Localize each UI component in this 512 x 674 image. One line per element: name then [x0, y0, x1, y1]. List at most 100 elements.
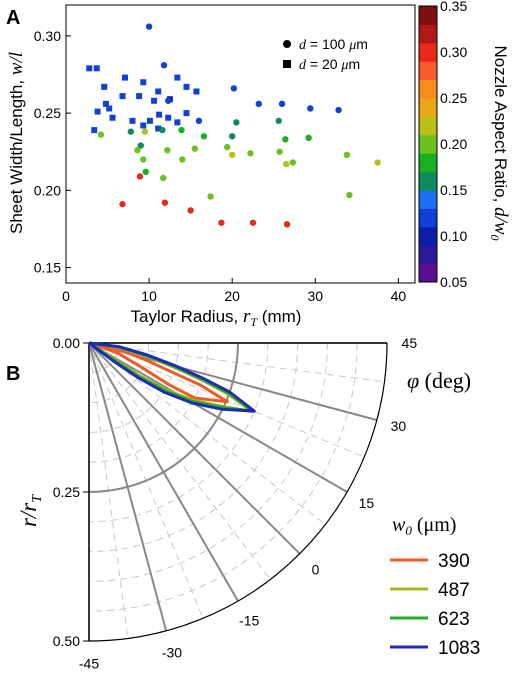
- colorbar-tick-label: 0.20: [440, 136, 467, 152]
- data-point-square: [156, 111, 163, 118]
- data-point-circle: [187, 207, 194, 214]
- panel-a-x-ticks: 0 10 20 30 40: [62, 278, 406, 304]
- y-tick-label: 0.20: [34, 182, 61, 198]
- panel-a-plot: 0.15 0.20 0.25 0.30 0 10 20 30 40: [34, 4, 416, 304]
- x-title-sub: T: [250, 315, 258, 329]
- data-point-circle: [275, 117, 282, 125]
- colorbar-title: Nozzle Aspect Ratio, d/w0: [488, 45, 511, 240]
- data-point-circle: [137, 142, 144, 149]
- panel-a-frame: [65, 4, 416, 284]
- x-tick-label: 20: [224, 288, 240, 304]
- panel-b-r-axis-title: r/rT: [16, 494, 45, 527]
- legend-circle-text: = 100: [306, 36, 349, 52]
- colorbar-segment: [419, 190, 437, 209]
- data-point-square: [119, 93, 126, 100]
- legend-b-label-390: 390: [438, 551, 470, 572]
- legend-entry-square: d = 20 μm: [299, 56, 360, 73]
- data-point-circle: [307, 105, 314, 112]
- polar-major-arc: [88, 342, 239, 493]
- colorbar-segment: [419, 208, 437, 228]
- data-point-circle: [160, 62, 168, 69]
- data-point-square: [102, 100, 109, 107]
- colorbar-segment: [419, 24, 437, 44]
- y-tick-label: 0.30: [34, 28, 61, 44]
- data-point-circle: [228, 133, 236, 140]
- colorbar-tick-label: 0.15: [440, 182, 467, 198]
- colorbar: [418, 5, 438, 283]
- legend-circle-unit-sym: μ: [348, 38, 356, 53]
- colorbar-segment: [419, 98, 437, 117]
- legend-circle-marker: [283, 40, 291, 48]
- polar-minor-arc: [88, 342, 299, 553]
- y-tick-label: 0.15: [34, 260, 61, 276]
- data-point-circle: [134, 146, 141, 154]
- data-point-circle: [224, 143, 231, 151]
- cbar-title-sym: d/w: [490, 207, 511, 235]
- data-point-circle: [191, 145, 198, 152]
- colorbar-segment: [419, 79, 437, 99]
- legend-b-label-487: 487: [438, 580, 470, 601]
- data-point-circle: [305, 134, 312, 142]
- legend-square-sym: d: [299, 58, 307, 73]
- data-point-circle: [145, 23, 153, 30]
- data-point-circle: [164, 146, 171, 154]
- data-point-circle: [276, 148, 283, 155]
- phi-tick-label: 45: [402, 335, 418, 351]
- r-tick-label: 0.00: [53, 335, 80, 351]
- panel-b-phi-ticks: 45 30 15 0 -15 -30 -45: [79, 335, 417, 671]
- data-point-square: [155, 88, 162, 95]
- polar-minor-arc: [88, 342, 269, 523]
- data-point-circle: [165, 97, 172, 104]
- panel-a-y-axis-title: Sheet Width/Length, w/l: [6, 52, 27, 234]
- cbar-title-sub: 0: [488, 235, 502, 241]
- data-point-circle: [247, 150, 254, 157]
- legend-square-text: = 20: [306, 56, 341, 72]
- data-point-circle: [343, 151, 351, 159]
- legend-b-label-623: 623: [438, 609, 470, 630]
- data-point-circle: [178, 126, 185, 134]
- colorbar-segment: [419, 263, 437, 283]
- data-point-square: [193, 88, 200, 95]
- colorbar-tick-label: 0.10: [440, 228, 467, 244]
- polar-minor-arc: [88, 342, 179, 433]
- legend-b-title-unit: (μm): [412, 514, 457, 536]
- legend-circle-unit: m: [356, 36, 368, 52]
- colorbar-tick-label: 0.30: [440, 44, 467, 60]
- phi-tick-label: 0: [312, 562, 320, 578]
- data-point-square: [174, 74, 181, 81]
- r-title-sym: r/r: [16, 502, 41, 527]
- colorbar-segment: [419, 42, 437, 62]
- data-point-circle: [136, 173, 144, 180]
- phi-tick-label: 30: [391, 418, 407, 434]
- y-tick-label: 0.25: [34, 105, 61, 121]
- phi-title-sym: φ: [407, 368, 419, 393]
- colorbar-tick-label: 0.35: [440, 0, 467, 14]
- data-point-circle: [119, 201, 126, 208]
- curve-390: [88, 341, 229, 404]
- data-point-square: [151, 97, 158, 104]
- colorbar-segment: [419, 6, 437, 25]
- data-point-circle: [207, 193, 214, 200]
- data-point-circle: [161, 199, 169, 206]
- phi-tick-label: -30: [162, 644, 182, 660]
- legend-square-unit: m: [348, 56, 360, 72]
- data-point-square: [109, 114, 116, 121]
- data-point-circle: [127, 128, 135, 135]
- colorbar-ticks: 0.05 0.10 0.15 0.20 0.25 0.30 0.35: [440, 0, 467, 290]
- colorbar-segment: [419, 226, 437, 246]
- panel-a-legend: d = 100 μm d = 20 μm: [283, 36, 368, 73]
- cbar-title-text: Nozzle Aspect Ratio,: [491, 45, 510, 207]
- panel-b-legend-title: w0 (μm): [392, 514, 456, 538]
- colorbar-segment: [419, 61, 437, 81]
- y-title-sym: w/l: [6, 52, 27, 75]
- phi-tick-label: 15: [359, 495, 375, 511]
- panel-a-x-axis-title: Taylor Radius, rT (mm): [131, 306, 302, 329]
- data-point-circle: [218, 219, 225, 226]
- x-tick-label: 10: [141, 288, 157, 304]
- data-point-circle: [141, 128, 149, 135]
- data-point-circle: [140, 156, 147, 163]
- x-title-sym: r: [243, 306, 251, 327]
- colorbar-tick-label: 0.05: [440, 274, 467, 290]
- data-point-circle: [282, 136, 289, 143]
- data-point-circle: [335, 106, 342, 114]
